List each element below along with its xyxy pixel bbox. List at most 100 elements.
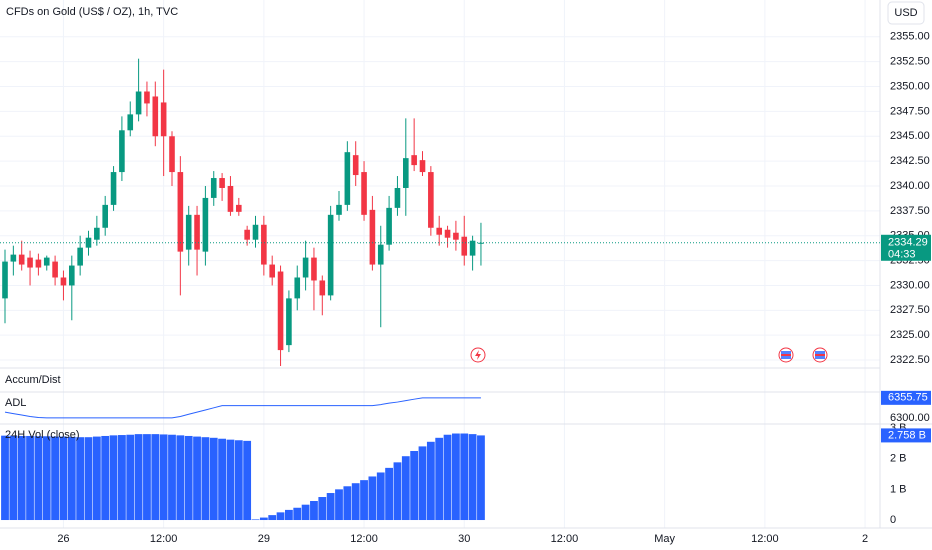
candle-body bbox=[352, 155, 359, 176]
volume-bar bbox=[218, 438, 226, 521]
candle-body bbox=[236, 204, 242, 212]
volume-bar bbox=[51, 436, 59, 521]
volume-bar bbox=[310, 501, 318, 521]
volume-bar bbox=[401, 456, 410, 521]
currency[interactable]: USD bbox=[894, 7, 917, 19]
candle-body bbox=[361, 172, 367, 215]
candle-body bbox=[94, 227, 100, 240]
candle-body bbox=[294, 277, 301, 299]
candle-body bbox=[269, 264, 275, 278]
volume-bar bbox=[109, 435, 118, 521]
x-tick-label: 29 bbox=[258, 533, 270, 545]
currency-button[interactable] bbox=[887, 1, 925, 25]
indicator-title: Accum/Dist bbox=[5, 374, 61, 386]
y-tick-label: 2350.00 bbox=[890, 80, 930, 92]
volume-tick-label: 2 B bbox=[890, 453, 907, 465]
candle-body bbox=[127, 114, 134, 131]
candle-body bbox=[377, 244, 384, 265]
candle-body bbox=[27, 257, 33, 268]
candle-body bbox=[461, 236, 468, 256]
candle-body bbox=[311, 257, 317, 281]
volume-bar bbox=[443, 434, 452, 521]
volume-bar bbox=[143, 434, 151, 521]
volume-bar bbox=[67, 436, 76, 521]
price-label: 2334.29 bbox=[888, 237, 928, 249]
candle-body bbox=[252, 224, 259, 240]
x-tick-label: 2 bbox=[862, 533, 868, 545]
volume-bar bbox=[393, 462, 402, 521]
volume-bar bbox=[9, 435, 18, 521]
candle-body bbox=[336, 204, 342, 215]
y-tick-label: 2330.00 bbox=[890, 279, 930, 291]
candle-body bbox=[327, 214, 334, 296]
adl-label-box bbox=[881, 390, 931, 405]
y-tick-label: 2352.50 bbox=[890, 56, 930, 68]
y-tick-label: 2347.50 bbox=[890, 105, 930, 117]
candle-body bbox=[428, 172, 434, 228]
volume-bar bbox=[318, 497, 327, 521]
candle-body bbox=[77, 247, 83, 266]
adl-legend: ADL bbox=[5, 397, 26, 409]
volume-bar bbox=[343, 486, 352, 521]
volume-bar bbox=[418, 446, 427, 521]
volume-bar bbox=[151, 434, 160, 521]
volume-bar bbox=[168, 434, 176, 521]
candle-body bbox=[277, 271, 284, 351]
y-tick-label: 2340.00 bbox=[890, 180, 930, 192]
volume-bar bbox=[118, 435, 126, 521]
plot: 24H Vol (close) bbox=[0, 58, 880, 521]
countdown: 04:33 bbox=[888, 249, 916, 261]
candle-body bbox=[185, 214, 192, 250]
volume-bar bbox=[477, 435, 485, 521]
candle-body bbox=[444, 229, 451, 238]
candle-body bbox=[85, 237, 92, 248]
axes: 2322.502325.002327.502330.002332.502335.… bbox=[57, 31, 931, 545]
price-label-box bbox=[881, 234, 931, 261]
candle-body bbox=[344, 152, 351, 205]
volume-bar bbox=[376, 472, 385, 521]
candle-body bbox=[18, 254, 25, 265]
volume-tick-label: 1 B bbox=[890, 483, 907, 495]
volume-bar bbox=[268, 515, 277, 521]
candle-body bbox=[69, 265, 75, 286]
candle-body bbox=[227, 185, 234, 212]
volume-bar bbox=[59, 436, 68, 521]
y-tick-label: 2337.50 bbox=[890, 205, 930, 217]
volume-bar bbox=[385, 467, 393, 521]
candle-body bbox=[302, 257, 309, 278]
y-tick-label: 2345.00 bbox=[890, 130, 930, 142]
volume-bar bbox=[301, 504, 310, 521]
y-tick-label: 2322.50 bbox=[890, 354, 930, 366]
volume-bar bbox=[42, 436, 51, 521]
candle-body bbox=[10, 254, 17, 262]
candle-body bbox=[102, 204, 108, 228]
candle-body bbox=[177, 172, 184, 252]
candle-body bbox=[135, 91, 142, 115]
volume-bar bbox=[234, 440, 243, 521]
candle-body bbox=[261, 224, 267, 265]
candle-body bbox=[110, 172, 117, 205]
adl-line bbox=[4, 397, 481, 419]
candle-body bbox=[210, 178, 217, 198]
volume-bar bbox=[92, 436, 101, 521]
candle-body bbox=[35, 259, 42, 268]
volume-bar bbox=[468, 434, 477, 521]
candle-body bbox=[152, 96, 159, 137]
candle-body bbox=[403, 158, 409, 188]
x-tick-label: 12:00 bbox=[150, 533, 178, 545]
lightning bbox=[475, 350, 481, 360]
volume-bar bbox=[176, 435, 185, 521]
x-tick-label: May bbox=[654, 533, 675, 545]
x-tick-label: 30 bbox=[458, 533, 470, 545]
volume-label: 2.758 B bbox=[888, 429, 926, 441]
candle-body bbox=[319, 280, 326, 296]
chart-title: CFDs on Gold (US$ / OZ), 1h, TVC bbox=[6, 6, 178, 18]
candle-body bbox=[2, 261, 8, 299]
volume-bar bbox=[226, 439, 235, 521]
candle-body bbox=[219, 178, 225, 188]
volume-bar bbox=[426, 441, 435, 521]
volume-bar bbox=[410, 450, 419, 521]
volume-bar bbox=[193, 436, 201, 521]
candle-body bbox=[43, 257, 50, 266]
candle-body bbox=[453, 232, 459, 240]
